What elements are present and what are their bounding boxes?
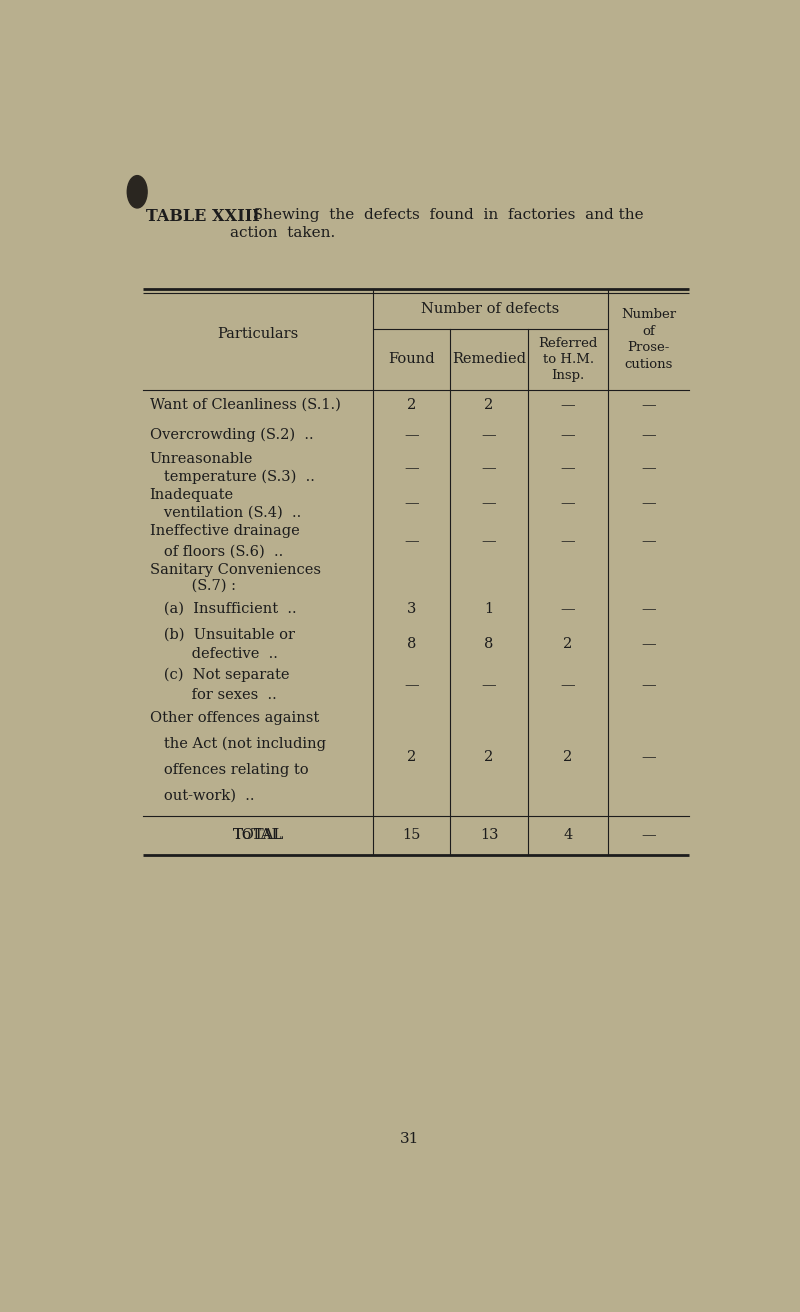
Text: —: — xyxy=(642,398,656,412)
Text: 3: 3 xyxy=(407,602,416,617)
Text: 4: 4 xyxy=(563,828,573,842)
Text: 13: 13 xyxy=(480,828,498,842)
Text: —: — xyxy=(642,496,656,510)
Text: —: — xyxy=(404,428,419,442)
Text: —: — xyxy=(642,678,656,691)
Text: 8: 8 xyxy=(407,638,416,651)
Text: out-work)  ..: out-work) .. xyxy=(150,789,254,803)
Text: —: — xyxy=(404,461,419,475)
Text: —: — xyxy=(561,398,575,412)
Text: TOTAL: TOTAL xyxy=(233,828,284,842)
Text: 8: 8 xyxy=(484,638,494,651)
Text: —: — xyxy=(561,496,575,510)
Text: —: — xyxy=(482,428,496,442)
Text: 1: 1 xyxy=(485,602,494,617)
Text: Particulars: Particulars xyxy=(218,327,298,341)
Text: (c)  Not separate: (c) Not separate xyxy=(150,668,289,682)
Text: —: — xyxy=(642,828,656,842)
Text: —: — xyxy=(561,461,575,475)
Text: —: — xyxy=(482,461,496,475)
Circle shape xyxy=(127,176,147,207)
Text: defective  ..: defective .. xyxy=(150,648,278,661)
Text: TᴏTAL: TᴏTAL xyxy=(234,828,283,842)
Text: Ineffective drainage: Ineffective drainage xyxy=(150,525,299,538)
Text: Number of defects: Number of defects xyxy=(422,302,560,316)
Text: —: — xyxy=(561,428,575,442)
Text: of floors (S.6)  ..: of floors (S.6) .. xyxy=(150,544,283,559)
Text: Unreasonable: Unreasonable xyxy=(150,453,253,466)
Text: —: — xyxy=(482,678,496,691)
Text: —: — xyxy=(642,638,656,651)
Text: Shewing  the  defects  found  in  factories  and the: Shewing the defects found in factories a… xyxy=(242,207,643,222)
Text: ventilation (S.4)  ..: ventilation (S.4) .. xyxy=(150,505,301,520)
Text: —: — xyxy=(482,496,496,510)
Text: —: — xyxy=(561,534,575,548)
Text: —: — xyxy=(404,678,419,691)
Text: (b)  Unsuitable or: (b) Unsuitable or xyxy=(150,627,294,642)
Text: Other offences against: Other offences against xyxy=(150,711,319,726)
Text: —: — xyxy=(642,428,656,442)
Text: —: — xyxy=(561,678,575,691)
Text: —: — xyxy=(404,534,419,548)
Text: for sexes  ..: for sexes .. xyxy=(150,687,276,702)
Text: —: — xyxy=(561,602,575,617)
Text: Referred
to H.M.
Insp.: Referred to H.M. Insp. xyxy=(538,337,598,382)
Text: 2: 2 xyxy=(407,750,416,764)
Text: (S.7) :: (S.7) : xyxy=(150,579,235,593)
Text: (a)  Insufficient  ..: (a) Insufficient .. xyxy=(150,602,296,617)
Text: —: — xyxy=(404,496,419,510)
Text: 15: 15 xyxy=(402,828,421,842)
Text: 2: 2 xyxy=(563,750,573,764)
Text: —: — xyxy=(642,461,656,475)
Text: Found: Found xyxy=(388,353,435,366)
Text: Sanitary Conveniences: Sanitary Conveniences xyxy=(150,563,321,576)
Text: Remedied: Remedied xyxy=(452,353,526,366)
Text: offences relating to: offences relating to xyxy=(150,764,308,777)
Text: temperature (S.3)  ..: temperature (S.3) .. xyxy=(150,470,314,484)
Text: —: — xyxy=(482,534,496,548)
Text: Number
of
Prose-
cutions: Number of Prose- cutions xyxy=(621,308,676,370)
Text: —: — xyxy=(642,602,656,617)
Text: —: — xyxy=(642,534,656,548)
Text: Want of Cleanliness (S.1.): Want of Cleanliness (S.1.) xyxy=(150,398,341,412)
Text: TABLE XXIII: TABLE XXIII xyxy=(146,207,260,224)
Text: 2: 2 xyxy=(563,638,573,651)
Text: action  taken.: action taken. xyxy=(230,226,335,240)
Text: 2: 2 xyxy=(407,398,416,412)
Text: 2: 2 xyxy=(485,398,494,412)
Text: 2: 2 xyxy=(485,750,494,764)
Text: —: — xyxy=(642,750,656,764)
Text: 31: 31 xyxy=(400,1132,420,1147)
Text: Overcrowding (S.2)  ..: Overcrowding (S.2) .. xyxy=(150,428,314,442)
Text: Inadequate: Inadequate xyxy=(150,488,234,501)
Text: the Act (not including: the Act (not including xyxy=(150,737,326,752)
